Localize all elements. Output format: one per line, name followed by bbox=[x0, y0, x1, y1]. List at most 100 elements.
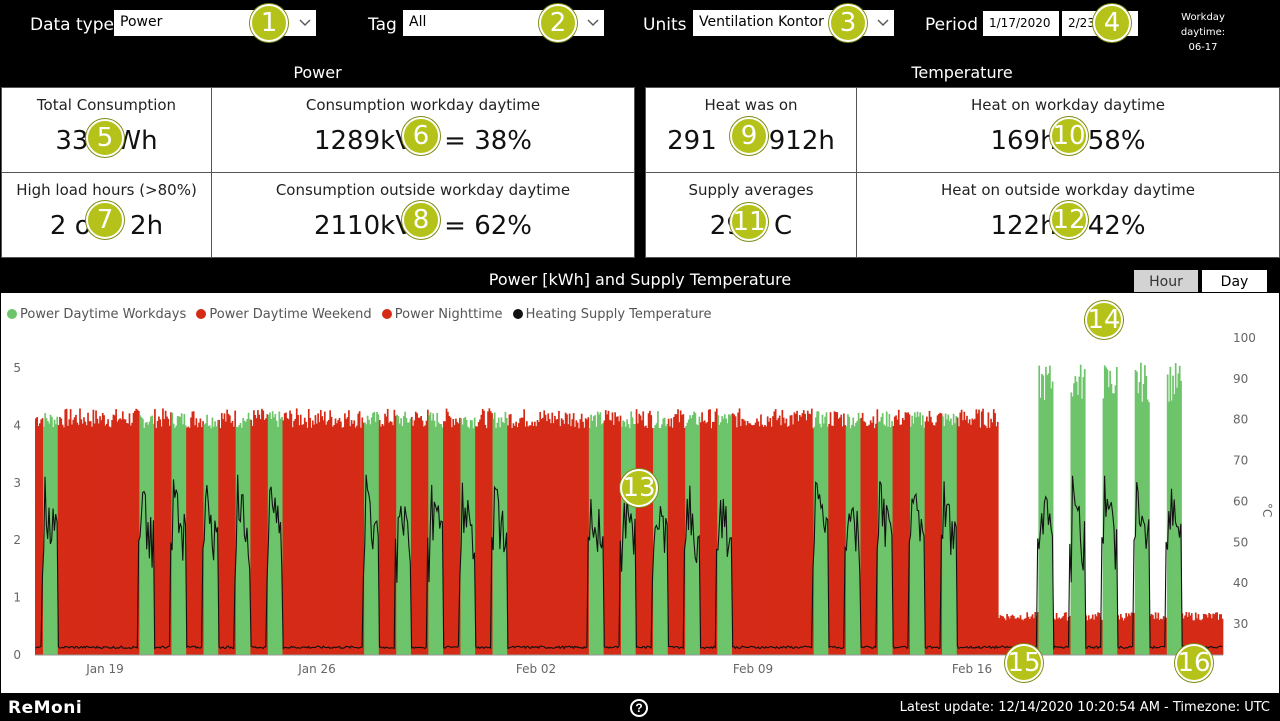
power-bar bbox=[544, 414, 547, 655]
power-bar bbox=[1011, 614, 1014, 655]
power-bar bbox=[1208, 613, 1210, 655]
legend-item-supply-temperature[interactable]: Heating Supply Temperature bbox=[512, 307, 712, 322]
power-bar bbox=[745, 425, 748, 655]
power-bar bbox=[954, 423, 956, 655]
power-bar bbox=[645, 425, 647, 655]
power-bar bbox=[477, 422, 480, 655]
power-bar bbox=[206, 414, 208, 655]
power-bar bbox=[1118, 619, 1121, 655]
power-bar bbox=[1145, 376, 1148, 655]
power-bar bbox=[639, 415, 642, 655]
power-bar bbox=[1160, 618, 1162, 655]
power-bar bbox=[119, 418, 121, 655]
power-bar bbox=[1008, 618, 1011, 655]
power-bar bbox=[422, 426, 425, 655]
power-bar bbox=[781, 410, 784, 655]
chart-panel: Power [kWh] and Supply Temperature Hour … bbox=[0, 266, 1280, 694]
power-bar bbox=[756, 418, 758, 655]
power-temperature-chart[interactable]: 0 1 2 3 4 5 30 40 50 60 70 80 90 100 °C Jan 19 Jan 26 Feb… bbox=[1, 267, 1279, 693]
legend-item-daytime-workdays[interactable]: Power Daytime Workdays bbox=[7, 307, 186, 322]
marker-1: 1 bbox=[250, 4, 288, 42]
power-bar bbox=[556, 419, 559, 655]
power-bar bbox=[91, 426, 93, 655]
power-bar bbox=[1188, 612, 1190, 655]
power-bar bbox=[607, 410, 610, 655]
power-bar bbox=[277, 427, 279, 655]
power-bar bbox=[354, 427, 357, 655]
power-bar bbox=[373, 411, 376, 655]
power-bar bbox=[504, 411, 507, 655]
power-bar bbox=[247, 412, 250, 655]
power-bar bbox=[927, 421, 930, 655]
power-bar bbox=[294, 418, 297, 655]
power-bar bbox=[348, 410, 350, 655]
power-bar bbox=[903, 420, 905, 655]
power-bar bbox=[564, 412, 567, 655]
power-bar bbox=[1180, 380, 1182, 655]
power-bar bbox=[904, 412, 907, 655]
power-bar bbox=[741, 418, 744, 655]
power-bar bbox=[469, 419, 472, 655]
power-bar bbox=[298, 425, 301, 655]
power-bar bbox=[457, 423, 460, 655]
power-bar bbox=[1015, 618, 1018, 655]
x-tick-label: Jan 26 bbox=[297, 662, 336, 676]
power-bar bbox=[241, 427, 243, 655]
power-bar bbox=[295, 408, 298, 655]
power-bar bbox=[99, 416, 101, 655]
power-bar bbox=[620, 426, 623, 655]
period-start-input[interactable]: 1/17/2020 bbox=[983, 11, 1059, 36]
power-bar bbox=[357, 413, 360, 655]
day-toggle-button[interactable]: Day bbox=[1201, 269, 1268, 293]
power-bar bbox=[536, 420, 539, 655]
legend-item-nighttime[interactable]: Power Nighttime bbox=[381, 307, 503, 322]
power-bar bbox=[570, 426, 572, 655]
power-bar bbox=[93, 423, 96, 655]
power-bar bbox=[396, 414, 398, 655]
power-bar bbox=[616, 416, 619, 655]
power-bar bbox=[994, 413, 996, 655]
power-bar bbox=[1185, 612, 1188, 655]
units-value: Ventilation Kontor bbox=[699, 14, 824, 30]
power-bar bbox=[326, 421, 329, 655]
power-bar bbox=[679, 410, 682, 655]
power-bar bbox=[1220, 614, 1223, 655]
power-bar bbox=[214, 421, 216, 655]
power-bar bbox=[885, 411, 888, 655]
power-bar bbox=[1153, 618, 1156, 655]
power-bar bbox=[832, 425, 835, 655]
power-bar bbox=[1216, 612, 1218, 655]
power-bar bbox=[81, 423, 84, 655]
power-bar bbox=[863, 421, 865, 655]
power-bar bbox=[824, 416, 827, 655]
power-bar bbox=[760, 414, 762, 655]
power-bar bbox=[1083, 369, 1086, 655]
hour-toggle-button[interactable]: Hour bbox=[1133, 269, 1199, 293]
power-bar bbox=[765, 426, 768, 655]
power-bar bbox=[491, 413, 493, 655]
footer-bar: ReMoni ? Latest update: 12/14/2020 10:20… bbox=[0, 694, 1280, 721]
power-bar bbox=[702, 421, 705, 655]
power-bar bbox=[452, 419, 455, 655]
power-bar bbox=[455, 418, 457, 655]
power-bar bbox=[916, 411, 919, 655]
power-bar bbox=[1214, 612, 1217, 655]
power-bar bbox=[353, 420, 356, 655]
power-bar bbox=[322, 420, 325, 655]
help-icon[interactable]: ? bbox=[630, 699, 648, 717]
power-bar bbox=[1157, 612, 1160, 655]
y2-tick-label: 70 bbox=[1233, 454, 1248, 468]
workday-daytime-value: 06-17 bbox=[1188, 42, 1218, 53]
power-bar bbox=[342, 427, 345, 655]
power-bar bbox=[1074, 376, 1077, 655]
y2-tick-label: 30 bbox=[1233, 617, 1248, 631]
power-bar bbox=[766, 416, 769, 655]
power-bar bbox=[390, 421, 393, 655]
power-bar bbox=[1173, 394, 1176, 655]
power-bar bbox=[848, 416, 851, 655]
power-bar bbox=[822, 423, 825, 655]
power-bar bbox=[935, 422, 938, 655]
power-bar bbox=[315, 423, 318, 655]
legend-item-daytime-weekend[interactable]: Power Daytime Weekend bbox=[196, 307, 372, 322]
power-bar bbox=[195, 418, 198, 655]
